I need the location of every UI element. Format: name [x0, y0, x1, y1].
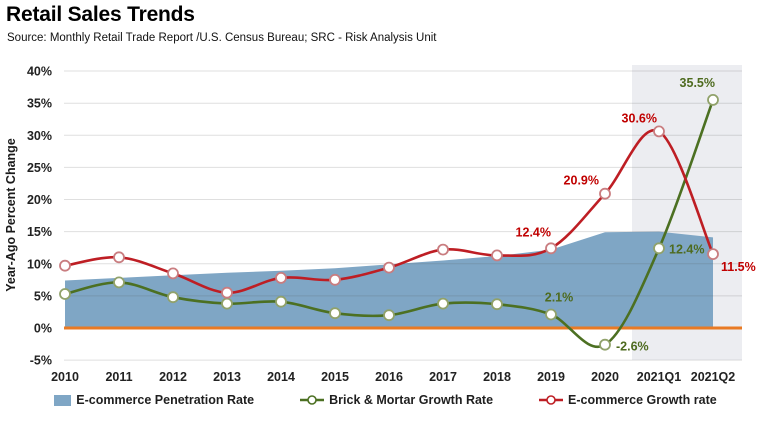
x-tick-label: 2010 — [51, 370, 79, 384]
y-tick-label: 15% — [27, 225, 52, 239]
data-label: 11.5% — [721, 260, 756, 274]
data-point-marker — [707, 94, 719, 106]
y-tick-label: -5% — [30, 354, 52, 368]
legend-label: E-commerce Growth rate — [568, 393, 717, 407]
area-swatch-icon — [54, 394, 72, 406]
legend-item-penetration: E-commerce Penetration Rate — [54, 393, 254, 407]
data-label: -2.6% — [616, 340, 649, 354]
data-point-marker — [383, 309, 395, 322]
x-tick-label: 2012 — [159, 370, 187, 384]
data-point-marker — [275, 271, 287, 284]
data-point-marker — [491, 249, 503, 262]
data-label: 30.6% — [622, 111, 657, 125]
data-point-marker — [653, 125, 665, 138]
y-tick-label: 40% — [27, 65, 52, 79]
data-point-marker — [59, 259, 71, 272]
data-point-marker — [491, 298, 503, 311]
data-point-marker — [113, 276, 125, 289]
x-tick-label: 2014 — [267, 370, 295, 384]
data-point-marker — [167, 291, 179, 304]
data-point-marker — [167, 267, 179, 280]
legend-label: Brick & Mortar Growth Rate — [329, 393, 494, 407]
x-tick-label: 2019 — [537, 370, 565, 384]
y-tick-label: 0% — [34, 322, 52, 336]
y-axis-title: Year-Ago Percent Change — [4, 138, 18, 292]
x-tick-label: 2021Q1 — [637, 370, 682, 384]
data-point-marker — [653, 242, 665, 255]
data-label: 35.5% — [680, 76, 715, 90]
legend-label: E-commerce Penetration Rate — [76, 393, 255, 407]
data-label: 12.4% — [516, 225, 551, 239]
source-caption: Source: Monthly Retail Trade Report /U.S… — [7, 32, 437, 44]
x-tick-label: 2018 — [483, 370, 511, 384]
line-marker-icon — [300, 395, 325, 405]
y-tick-label: 5% — [34, 289, 52, 303]
data-point-marker — [545, 308, 557, 321]
data-point-marker — [221, 297, 233, 310]
y-tick-label: 35% — [27, 97, 52, 111]
data-label: 2.1% — [545, 291, 574, 305]
data-point-marker — [329, 273, 341, 286]
data-point-marker — [113, 251, 125, 264]
data-label: 20.9% — [564, 174, 599, 188]
x-tick-label: 2015 — [321, 370, 349, 384]
page-title: Retail Sales Trends — [6, 3, 195, 26]
data-point-marker — [707, 248, 719, 261]
data-point-marker — [383, 261, 395, 274]
data-point-marker — [437, 243, 449, 256]
legend-item-ecommerce-growth: E-commerce Growth rate — [539, 393, 717, 407]
x-tick-label: 2016 — [375, 370, 403, 384]
x-tick-label: 2017 — [429, 370, 457, 384]
data-point-marker — [275, 295, 287, 308]
x-tick-label: 2013 — [213, 370, 241, 384]
data-point-marker — [545, 242, 557, 255]
chart-legend: E-commerce Penetration Rate Brick & Mort… — [0, 393, 771, 407]
data-point-marker — [437, 297, 449, 310]
data-point-marker — [599, 187, 611, 200]
x-tick-label: 2020 — [591, 370, 619, 384]
legend-item-brick-mortar: Brick & Mortar Growth Rate — [300, 393, 493, 407]
data-point-marker — [599, 338, 611, 351]
y-tick-label: 25% — [27, 161, 52, 175]
x-tick-label: 2021Q2 — [691, 370, 736, 384]
y-tick-label: 30% — [27, 129, 52, 143]
data-point-marker — [59, 288, 71, 300]
y-tick-label: 10% — [27, 257, 52, 271]
line-marker-icon — [539, 395, 564, 405]
data-point-marker — [329, 307, 341, 320]
y-tick-label: 20% — [27, 193, 52, 207]
chart-plot-area: 40% 35% 30% 25% 20% 15% 10% 5% 0% -5% 2010 2011 2012… — [4, 65, 756, 384]
data-label: 12.4% — [669, 242, 704, 256]
x-tick-label: 2011 — [105, 370, 132, 384]
data-point-marker — [221, 286, 233, 299]
